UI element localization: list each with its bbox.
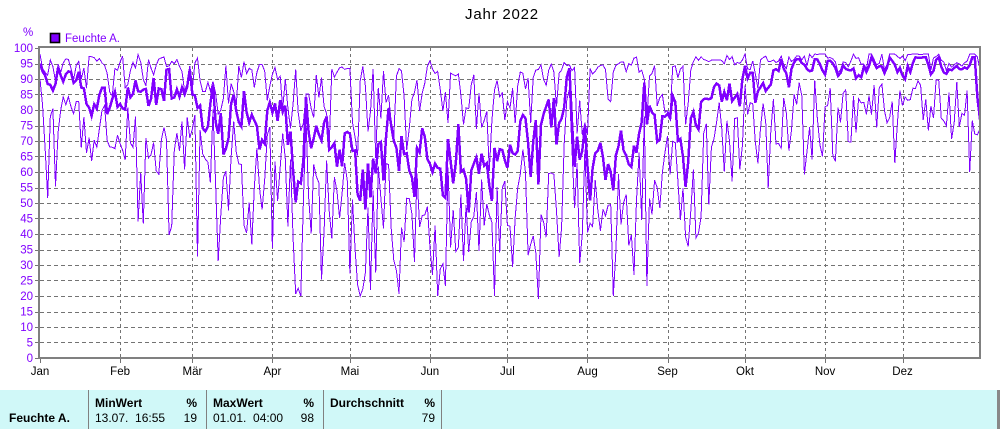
svg-text:90: 90 [20, 74, 33, 86]
svg-text:0: 0 [27, 353, 33, 365]
svg-text:Aug: Aug [577, 366, 597, 378]
svg-text:70: 70 [20, 136, 33, 148]
svg-text:Okt: Okt [736, 366, 755, 378]
svg-text:40: 40 [20, 229, 33, 241]
svg-text:65: 65 [20, 152, 33, 164]
svg-text:5: 5 [27, 338, 33, 350]
svg-text:45: 45 [20, 214, 33, 226]
svg-text:Jan: Jan [31, 366, 50, 378]
svg-text:75: 75 [20, 121, 33, 133]
svg-text:Dez: Dez [892, 366, 913, 378]
svg-text:Apr: Apr [263, 366, 281, 378]
svg-text:Mär: Mär [182, 366, 202, 378]
svg-text:50: 50 [20, 198, 33, 210]
svg-text:20: 20 [20, 291, 33, 303]
svg-text:Jun: Jun [421, 366, 440, 378]
svg-text:Mai: Mai [341, 366, 360, 378]
svg-text:30: 30 [20, 260, 33, 272]
svg-text:25: 25 [20, 276, 33, 288]
svg-text:Feb: Feb [110, 366, 130, 378]
svg-text:Jul: Jul [500, 366, 515, 378]
svg-text:95: 95 [20, 59, 33, 71]
svg-text:Sep: Sep [657, 366, 677, 378]
svg-text:Nov: Nov [815, 366, 836, 378]
svg-text:%: % [23, 27, 33, 39]
svg-text:55: 55 [20, 183, 33, 195]
svg-text:60: 60 [20, 167, 33, 179]
svg-text:35: 35 [20, 245, 33, 257]
svg-text:10: 10 [20, 322, 33, 334]
svg-text:80: 80 [20, 105, 33, 117]
svg-text:15: 15 [20, 307, 33, 319]
svg-text:85: 85 [20, 90, 33, 102]
svg-text:Feuchte A.: Feuchte A. [65, 33, 120, 45]
svg-text:100: 100 [14, 43, 33, 55]
